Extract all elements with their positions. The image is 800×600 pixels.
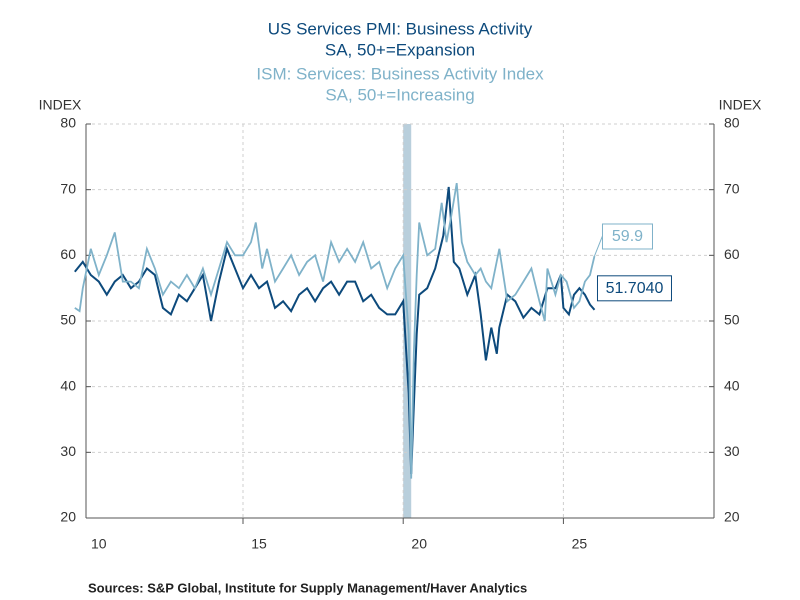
y2-tick-label: 50	[724, 312, 740, 328]
y2-tick-label: 80	[724, 115, 740, 131]
x-tick-label: 10	[91, 536, 107, 552]
x-tick-label: 15	[251, 536, 267, 552]
source: Sources: S&P Global, Institute for Suppl…	[88, 580, 527, 595]
y-tick-label: 70	[60, 180, 76, 196]
y-tick-label: 40	[60, 377, 76, 393]
x-tick-label: 20	[411, 536, 427, 552]
y-tick-label: 50	[60, 312, 76, 328]
value-label: 51.7040	[606, 280, 664, 297]
label-box	[601, 223, 653, 250]
y2-tick-label: 30	[724, 443, 740, 459]
series-title: ISM: Services: Business Activity Index	[256, 64, 544, 83]
series-line	[74, 186, 596, 475]
y2-tick-label: 70	[724, 180, 740, 196]
y2-tick-label: 20	[724, 509, 740, 525]
series-line	[74, 182, 596, 479]
series-title: US Services PMI: Business Activity	[268, 19, 533, 38]
y2-tick-label: 60	[724, 246, 740, 262]
label-connector	[594, 235, 603, 257]
y-axis-label: INDEX	[39, 97, 82, 113]
y-tick-label: 20	[60, 509, 76, 525]
series-subtitle: SA, 50+=Expansion	[325, 40, 475, 59]
y-tick-label: 60	[60, 246, 76, 262]
y2-axis-label: INDEX	[719, 97, 762, 113]
series-subtitle: SA, 50+=Increasing	[325, 85, 474, 104]
y-tick-label: 80	[60, 115, 76, 131]
y-tick-label: 30	[60, 443, 76, 459]
x-tick-label: 25	[572, 536, 588, 552]
y2-tick-label: 40	[724, 377, 740, 393]
label-box	[596, 275, 672, 302]
value-label: 59.9	[612, 228, 643, 245]
